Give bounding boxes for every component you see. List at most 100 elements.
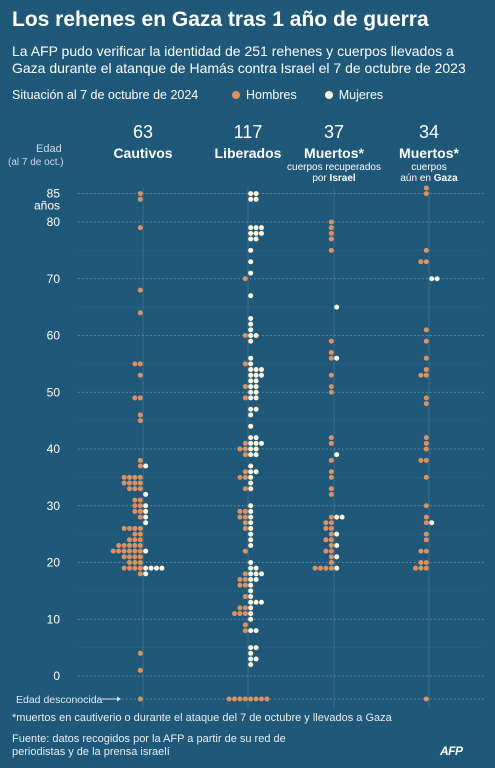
- dot-man: [127, 525, 132, 531]
- dot-man: [423, 367, 429, 373]
- dot-man: [137, 560, 143, 565]
- dot-man: [328, 542, 334, 548]
- dot-woman: [334, 554, 340, 560]
- dot-woman: [339, 514, 345, 520]
- dot-woman: [248, 645, 254, 651]
- dot-woman: [143, 520, 149, 526]
- dot-man: [242, 548, 248, 554]
- dot-woman: [259, 225, 264, 231]
- dot-man: [328, 236, 334, 242]
- dot-man: [328, 491, 334, 497]
- dot-woman: [253, 367, 259, 373]
- dot-woman: [248, 650, 254, 656]
- dot-woman: [248, 571, 254, 577]
- y-tick-label: 10: [47, 612, 61, 626]
- dot-woman: [253, 645, 259, 651]
- group-count: 37: [324, 122, 344, 142]
- dot-man: [237, 446, 243, 452]
- y-axis-unit: años: [34, 199, 60, 213]
- dot-man: [328, 338, 334, 344]
- legend-women-label: Mujeres: [338, 88, 384, 102]
- dot-man: [328, 560, 334, 565]
- dot-man: [137, 418, 143, 424]
- dot-man: [137, 542, 143, 548]
- dot-man: [323, 565, 329, 571]
- legend: Hombres Mujeres: [232, 88, 383, 102]
- dot-woman: [259, 372, 264, 378]
- dot-woman: [253, 372, 259, 378]
- dot-woman: [248, 480, 254, 486]
- dot-woman: [248, 315, 254, 321]
- dot-woman: [253, 225, 259, 231]
- dot-woman: [259, 440, 264, 446]
- dot-man: [418, 548, 424, 554]
- dot-woman: [248, 514, 254, 520]
- dot-man: [137, 486, 143, 492]
- legend-men-label: Hombres: [246, 88, 297, 102]
- unknown-age-label: Edad desconocida: [16, 694, 103, 706]
- dot-man: [423, 395, 429, 401]
- dot-woman: [253, 236, 259, 242]
- dot-man: [423, 560, 429, 565]
- dot-woman: [248, 236, 254, 242]
- dot-man: [242, 594, 248, 600]
- dot-man: [323, 537, 329, 543]
- dot-man: [423, 247, 429, 253]
- dot-man: [242, 446, 248, 452]
- dot-man: [132, 395, 138, 401]
- group-subtitle: cuerpos: [411, 162, 447, 173]
- dot-woman: [143, 571, 149, 577]
- dot-man: [423, 696, 429, 702]
- dot-man: [132, 554, 138, 560]
- dot-man: [121, 480, 127, 486]
- dot-man: [237, 514, 243, 520]
- dot-man: [127, 560, 132, 565]
- dot-woman: [248, 463, 254, 469]
- y-tick-label: 50: [47, 385, 61, 399]
- dot-man: [132, 508, 138, 514]
- dot-man: [423, 435, 429, 441]
- dot-man: [242, 520, 248, 526]
- dot-man: [137, 361, 143, 367]
- dot-man: [242, 384, 248, 390]
- dot-woman: [248, 542, 254, 548]
- dot-man: [328, 520, 334, 526]
- dot-woman: [248, 321, 254, 327]
- dot-man: [132, 542, 138, 548]
- dot-woman: [253, 191, 259, 197]
- dot-woman: [253, 384, 259, 390]
- dot-woman: [143, 491, 149, 497]
- dot-man: [423, 474, 429, 480]
- dot-woman: [334, 514, 340, 520]
- dot-man: [242, 452, 248, 458]
- dot-woman: [429, 276, 435, 282]
- dot-man: [423, 401, 429, 407]
- dot-woman: [253, 452, 259, 458]
- dot-woman: [148, 565, 154, 571]
- dot-man: [137, 480, 143, 486]
- dot-man: [242, 696, 248, 702]
- dot-woman: [334, 531, 340, 537]
- dot-woman: [253, 577, 259, 583]
- dot-woman: [248, 656, 254, 662]
- dot-man: [237, 605, 243, 611]
- dot-woman: [248, 560, 254, 565]
- y-tick-label: 40: [47, 442, 61, 456]
- dot-man: [423, 531, 429, 537]
- dot-woman: [143, 565, 149, 571]
- dot-woman: [248, 230, 254, 236]
- dot-man: [312, 565, 318, 571]
- dot-woman: [248, 577, 254, 583]
- dot-man: [127, 480, 132, 486]
- group-title: Cautivos: [113, 145, 172, 161]
- dot-woman: [248, 372, 254, 378]
- dot-man: [137, 497, 143, 503]
- dot-woman: [143, 548, 149, 554]
- dot-man: [137, 225, 143, 231]
- dot-man: [242, 577, 248, 583]
- legend-women-swatch: [324, 91, 333, 99]
- dot-man: [328, 537, 334, 543]
- dot-woman: [248, 355, 254, 361]
- dot-man: [242, 571, 248, 577]
- dot-man: [423, 514, 429, 520]
